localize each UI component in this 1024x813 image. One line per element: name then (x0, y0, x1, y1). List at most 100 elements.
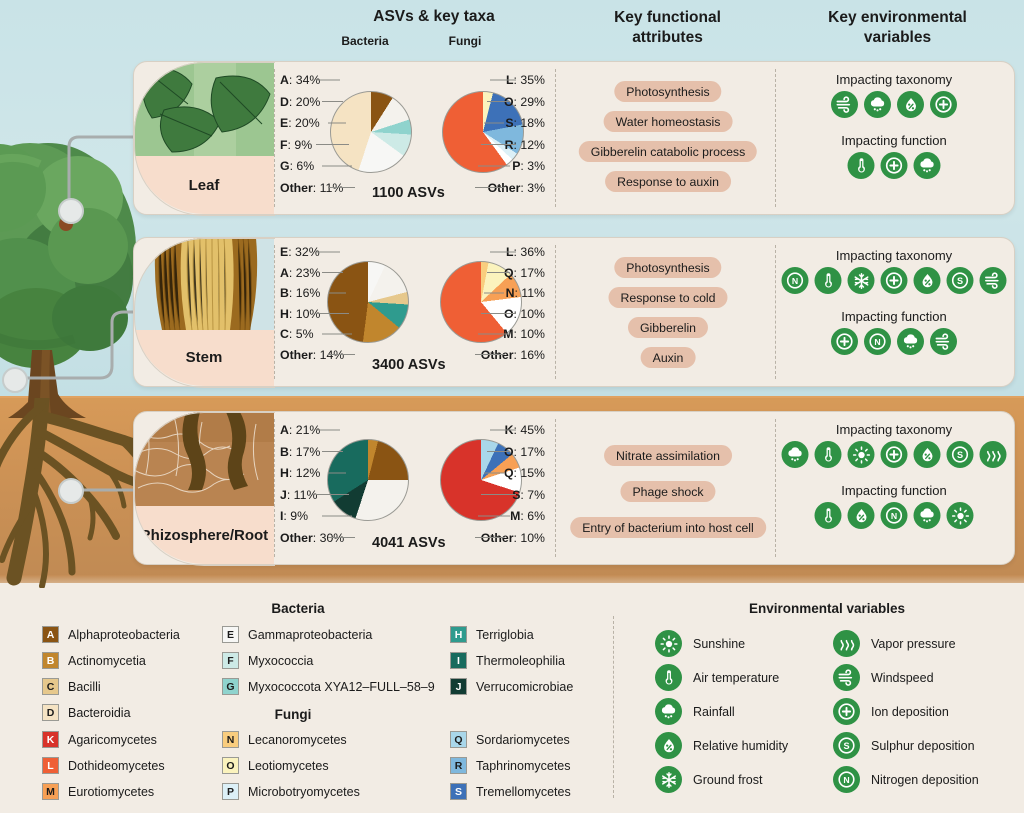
leaf-impacting-taxonomy-title: Impacting taxonomy (835, 72, 953, 87)
stem-fungi-pie-chart (440, 261, 522, 343)
stem-bacteria-pie-chart (327, 261, 409, 343)
rainfall-icon (781, 441, 809, 468)
rhizosphere-asv-count: 4041 ASVs (372, 535, 446, 551)
rhizosphere-fungi-label-1: O: 17% (503, 444, 545, 459)
legend-label-m: Eurotiomycetes (68, 784, 155, 799)
legend-swatch-i: I (450, 652, 467, 669)
rhizosphere-bacteria-label-4: I: 9% (280, 509, 309, 523)
leaf-fungi-label-2: S: 18% (505, 116, 545, 130)
rainfall-icon (864, 91, 891, 118)
environmental-title-line1: Key environmental (828, 9, 967, 26)
legend-item-a: A Alphaproteobacteria (42, 626, 180, 643)
legend-swatch-j: J (450, 678, 467, 695)
legend-label-r: Taphrinomycetes (476, 758, 571, 773)
legend-swatch-a: A (42, 626, 59, 643)
stem-bacteria-label-1: A: 23% (280, 265, 321, 280)
legend-label-e: Gammaproteobacteria (248, 627, 373, 642)
legend-label-f: Myxococcia (248, 653, 314, 668)
leaf-connector-node (58, 198, 84, 224)
legend-swatch-f: F (222, 652, 239, 669)
legend-label-d: Bacteroidia (68, 705, 131, 720)
svg-text:S: S (957, 276, 963, 286)
rhizosphere-attribute-pill-1[interactable]: Phage shock (620, 481, 716, 502)
leaf-attribute-pill-1[interactable]: Water homeostasis (603, 111, 733, 132)
rhizosphere-fungi-pie-chart (440, 439, 522, 521)
rhizosphere-bacteria-label-1: B: 17% (280, 444, 321, 459)
legend-label-p: Microbotryomycetes (248, 784, 360, 799)
temperature-icon (814, 267, 842, 294)
root-soil-icon (134, 412, 274, 507)
rhizosphere-impacting-function-icons: N (814, 502, 974, 529)
figure-header: ASVs & key taxa Bacteria Fungi Key funct… (0, 0, 1024, 58)
legend-env-title: Environmental variables (748, 601, 906, 616)
rhizosphere-bacteria-label-0: A: 21% (280, 423, 321, 437)
functional-title-line1: Key functional (614, 9, 721, 26)
leaf-fungi-label-3: R: 12% (504, 137, 545, 152)
stem-fungi-label-4: M: 10% (503, 327, 545, 341)
ion-icon (831, 328, 858, 355)
env-legend-label-vapor: Vapor pressure (871, 636, 956, 651)
leaf-attribute-pill-0[interactable]: Photosynthesis (614, 81, 722, 102)
rhizosphere-attribute-pill-0[interactable]: Nitrate assimilation (604, 445, 732, 466)
rainfall-icon (655, 698, 682, 725)
legend-item-c: C Bacilli (42, 678, 101, 695)
functional-title-line2: attributes (632, 29, 703, 46)
stem-fungi-label-0: L: 36% (506, 245, 545, 259)
legend-bacteria-title: Bacteria (271, 601, 325, 616)
temperature-icon (814, 441, 842, 468)
sunshine-icon (847, 441, 875, 468)
env-legend-item-rainfall: Rainfall (655, 698, 735, 725)
env-legend-label-humidity: Relative humidity (693, 738, 789, 753)
leaf-impacting-taxonomy-icons (831, 91, 957, 118)
stem-attribute-pill-0[interactable]: Photosynthesis (614, 257, 722, 278)
ion-icon (833, 698, 860, 725)
rhizosphere-capsule: Rhizosphere /Root (134, 412, 274, 564)
tree-canopy-illustration (0, 143, 136, 368)
legend-swatch-c: C (42, 678, 59, 695)
stem-bacteria-label-5: Other: 14% (280, 347, 345, 362)
rhizosphere-bacteria-label-2: H: 12% (280, 466, 321, 480)
stem-attribute-pill-3[interactable]: Auxin (640, 347, 696, 368)
stem-impacting-function-title: Impacting function (841, 309, 947, 324)
svg-text:N: N (843, 775, 849, 785)
legend-item-i: I Thermoleophilia (450, 652, 565, 669)
temperature-icon (814, 502, 842, 529)
legend-swatch-m: M (42, 783, 59, 800)
legend-swatch-l: L (42, 757, 59, 774)
leaf-bacteria-label-4: G: 6% (280, 159, 315, 173)
leaf-attribute-pill-3[interactable]: Response to auxin (605, 171, 731, 192)
stem-fungi-label-5: Other: 16% (480, 347, 545, 362)
env-legend-item-frost: Ground frost (655, 766, 762, 793)
env-legend-label-sunshine: Sunshine (693, 636, 746, 651)
env-legend-label-nitrogen: Nitrogen deposition (871, 772, 979, 787)
legend-item-d: D Bacteroidia (42, 704, 131, 721)
rhizo-divider-1 (274, 419, 275, 557)
stem-fungi-label-1: Q: 17% (503, 265, 545, 280)
legend-item-s: S Tremellomycetes (450, 783, 571, 800)
nitrogen-icon: N (864, 328, 891, 355)
legend-swatch-o: O (222, 757, 239, 774)
stem-panel: Stem (133, 237, 1015, 388)
humidity-icon (913, 441, 941, 468)
legend-swatch-e: E (222, 626, 239, 643)
rhizosphere-capsule-label: Rhizosphere /Root (134, 506, 274, 564)
stem-attribute-pill-1[interactable]: Response to cold (608, 287, 728, 308)
leaf-bacteria-label-1: D: 20% (280, 94, 321, 109)
legend-swatch-d: D (42, 704, 59, 721)
legend-item-m: M Eurotiomycetes (42, 783, 154, 800)
sulphur-icon: S (946, 441, 974, 468)
environmental-column-title: Key environmental variables (785, 8, 1010, 48)
leaf-bacteria-pie-chart (330, 91, 412, 173)
env-legend-label-windspeed: Windspeed (871, 670, 934, 685)
legend-swatch-g: G (222, 678, 239, 695)
rhizosphere-impacting-taxonomy-icons: S (781, 441, 1007, 468)
stem-fungi-label-3: O: 10% (503, 306, 545, 321)
rhizosphere-impacting-taxonomy-title: Impacting taxonomy (835, 422, 953, 437)
humidity-icon (913, 267, 941, 294)
stem-attribute-pill-2[interactable]: Gibberelin (627, 317, 709, 338)
leaf-impacting-function-title: Impacting function (841, 133, 947, 148)
legend-item-p: P Microbotryomycetes (222, 783, 360, 800)
leaf-attribute-pill-2[interactable]: Gibberelin catabolic process (578, 141, 758, 162)
rhizosphere-fungi-label-3: S: 7% (512, 487, 545, 502)
rhizosphere-attribute-pill-2[interactable]: Entry of bacterium into host cell (570, 517, 766, 538)
